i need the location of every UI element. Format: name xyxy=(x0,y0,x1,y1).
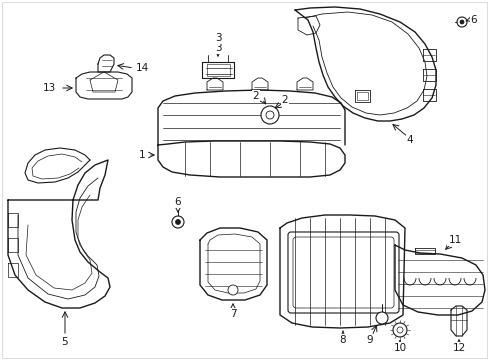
Text: 12: 12 xyxy=(451,343,465,353)
Text: 11: 11 xyxy=(447,235,461,245)
Polygon shape xyxy=(25,148,90,183)
Polygon shape xyxy=(8,160,110,308)
Polygon shape xyxy=(297,16,319,35)
Polygon shape xyxy=(76,72,132,99)
Polygon shape xyxy=(202,62,234,78)
Polygon shape xyxy=(8,238,18,252)
Polygon shape xyxy=(8,213,18,227)
Text: 2: 2 xyxy=(252,91,259,101)
Text: 1: 1 xyxy=(139,150,145,160)
Polygon shape xyxy=(206,78,223,90)
Text: 4: 4 xyxy=(406,135,412,145)
Polygon shape xyxy=(8,263,18,277)
Polygon shape xyxy=(422,49,435,61)
Circle shape xyxy=(261,106,279,124)
Polygon shape xyxy=(296,78,312,90)
Polygon shape xyxy=(354,90,369,102)
Polygon shape xyxy=(98,55,114,72)
Polygon shape xyxy=(200,228,266,300)
Polygon shape xyxy=(422,69,435,81)
Circle shape xyxy=(392,323,406,337)
Circle shape xyxy=(375,312,387,324)
Text: 9: 9 xyxy=(366,335,372,345)
Text: 8: 8 xyxy=(339,335,346,345)
Circle shape xyxy=(227,285,238,295)
Text: 6: 6 xyxy=(174,197,181,207)
Text: 3: 3 xyxy=(214,43,221,53)
Polygon shape xyxy=(394,245,484,315)
Text: 3: 3 xyxy=(214,33,221,43)
Polygon shape xyxy=(251,78,267,90)
Polygon shape xyxy=(294,7,435,121)
Text: 7: 7 xyxy=(229,309,236,319)
Polygon shape xyxy=(422,89,435,101)
Text: 14: 14 xyxy=(136,63,149,73)
Circle shape xyxy=(459,20,463,24)
Polygon shape xyxy=(414,248,434,254)
Text: 5: 5 xyxy=(61,337,68,347)
Circle shape xyxy=(172,216,183,228)
Polygon shape xyxy=(280,215,404,328)
Polygon shape xyxy=(158,141,345,177)
Circle shape xyxy=(175,220,180,225)
Polygon shape xyxy=(450,306,466,336)
Circle shape xyxy=(456,17,466,27)
Text: 6: 6 xyxy=(470,15,476,25)
Text: 13: 13 xyxy=(42,83,56,93)
Text: 10: 10 xyxy=(393,343,406,353)
Text: 2: 2 xyxy=(281,95,288,105)
